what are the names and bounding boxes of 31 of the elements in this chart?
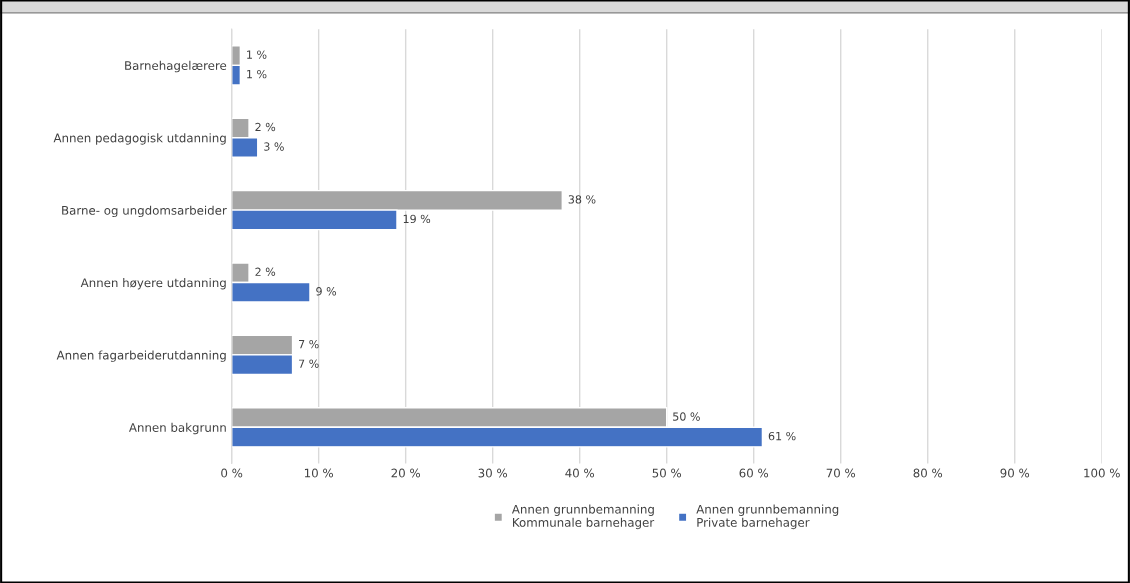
data-label: 7 % (299, 339, 319, 349)
y-tick-label: Annen fagarbeiderutdanning (56, 350, 226, 362)
data-label: 7 % (299, 359, 319, 368)
data-label: 1 % (247, 69, 267, 79)
x-tick-label: 60 % (739, 468, 769, 478)
y-tick-label: Barnehagelærere (125, 60, 227, 73)
data-label: 50 % (673, 412, 700, 421)
data-label: 1 % (247, 50, 267, 59)
x-tick-label: 90 % (1000, 468, 1030, 478)
x-tick-label: 0 % (221, 468, 243, 478)
y-tick-label: Barne- og ungdomsarbeider (62, 205, 227, 218)
y-tick-label: Annen pedagogisk utdanning (53, 133, 226, 145)
y-tick-label: Annen høyere utdanning (80, 278, 226, 290)
data-label: 9 % (316, 287, 337, 296)
x-tick-label: 30 % (478, 468, 508, 478)
x-tick-label: 50 % (652, 468, 682, 478)
x-tick-label: 80 % (913, 468, 943, 478)
legend-label: Annen grunnbemanning Kommunale barnehager (511, 504, 655, 530)
legend-label: Annen grunnbemanning Private barnehager (696, 504, 839, 530)
y-tick-label: Annen bakgrunn (128, 422, 226, 435)
x-tick-label: 40 % (565, 468, 595, 478)
x-tick-label: 10 % (304, 468, 333, 478)
data-label: 19 % (403, 214, 431, 224)
x-tick-label: 20 % (391, 468, 421, 478)
data-label: 2 % (255, 122, 276, 132)
data-label: 2 % (255, 267, 276, 276)
data-label: 3 % (264, 142, 284, 151)
x-tick-label: 70 % (826, 468, 856, 478)
data-label: 38 % (568, 195, 596, 204)
data-label: 61 % (768, 431, 796, 441)
x-tick-label: 100 % (1084, 468, 1120, 478)
